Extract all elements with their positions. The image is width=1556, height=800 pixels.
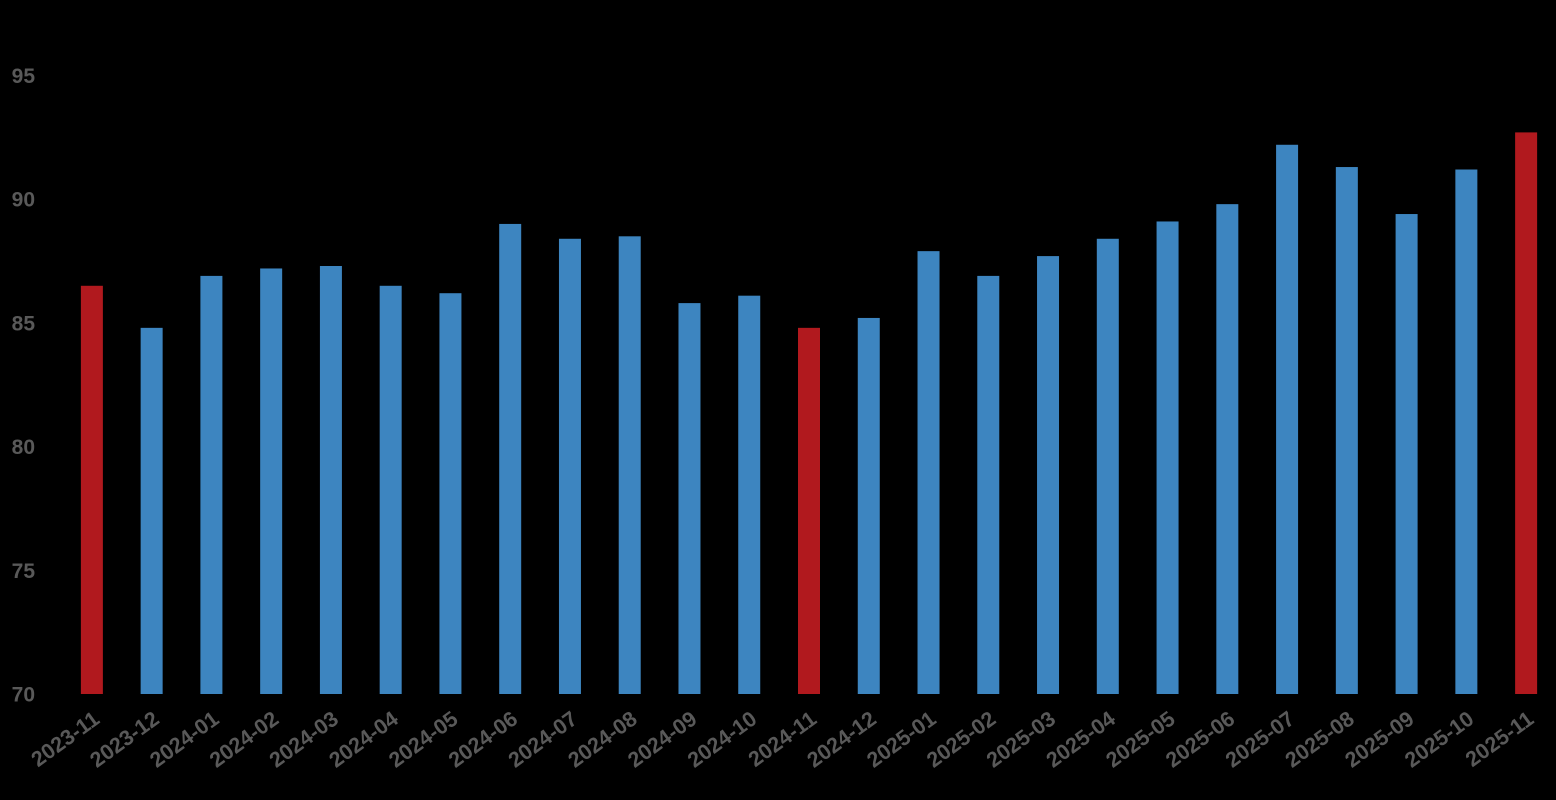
svg-text:95: 95 bbox=[12, 65, 36, 88]
svg-text:70: 70 bbox=[12, 684, 35, 707]
svg-text:85: 85 bbox=[12, 312, 36, 335]
svg-text:75: 75 bbox=[12, 560, 36, 583]
svg-text:2025-10: 2025-10 bbox=[1400, 707, 1478, 773]
svg-text:2025-11: 2025-11 bbox=[1461, 707, 1538, 772]
svg-text:90: 90 bbox=[12, 189, 35, 212]
svg-text:80: 80 bbox=[12, 436, 35, 459]
svg-text:2024-10: 2024-10 bbox=[683, 707, 761, 773]
